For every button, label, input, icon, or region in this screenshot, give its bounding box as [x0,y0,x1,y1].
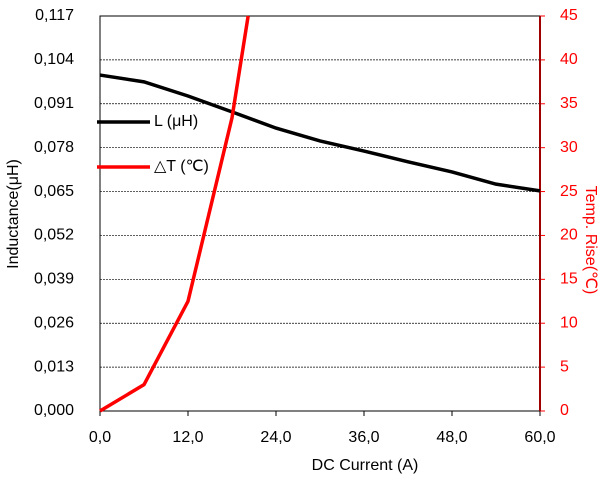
y2-tick-label: 10 [560,314,578,331]
y2-tick-label: 25 [560,183,578,200]
y2-tick-label: 0 [560,402,569,419]
x-tick-label: 0,0 [89,429,111,446]
y-tick-label: 0,000 [34,402,74,419]
y2-axis-label: Temp. Rise(℃) [582,186,599,295]
series-line [99,15,250,413]
y-axis-label: Inductance(μH) [5,159,22,269]
y-tick-label: 0,078 [34,139,74,156]
x-tick-label: 36,0 [348,429,379,446]
x-axis-label: DC Current (A) [312,457,419,474]
y2-tick-label: 30 [560,139,578,156]
y2-tick-label: 15 [560,271,578,288]
x-tick-label: 48,0 [436,429,467,446]
y-tick-label: 0,026 [34,314,74,331]
x-tick-label: 12,0 [172,429,203,446]
x-tick-label: 60,0 [524,429,555,446]
legend-label: L (μH) [154,113,198,130]
y-tick-label: 0,052 [34,227,74,244]
y-tick-label: 0,117 [35,7,74,24]
y2-tick-label: 40 [560,51,578,68]
series-line [99,73,541,193]
y-tick-label: 0,013 [34,358,74,375]
y2-tick-label: 5 [560,358,569,375]
plot-frame [99,15,541,412]
y-tick-label: 0,065 [34,183,74,200]
y2-tick-label: 45 [560,7,578,24]
y-tick-label: 0,104 [34,51,74,68]
y2-tick-label: 35 [560,95,578,112]
legend-label: △T (℃) [154,158,209,175]
x-tick-label: 24,0 [260,429,291,446]
y2-tick-label: 20 [560,227,578,244]
y-tick-label: 0,039 [34,271,74,288]
y-tick-label: 0,091 [34,95,74,112]
